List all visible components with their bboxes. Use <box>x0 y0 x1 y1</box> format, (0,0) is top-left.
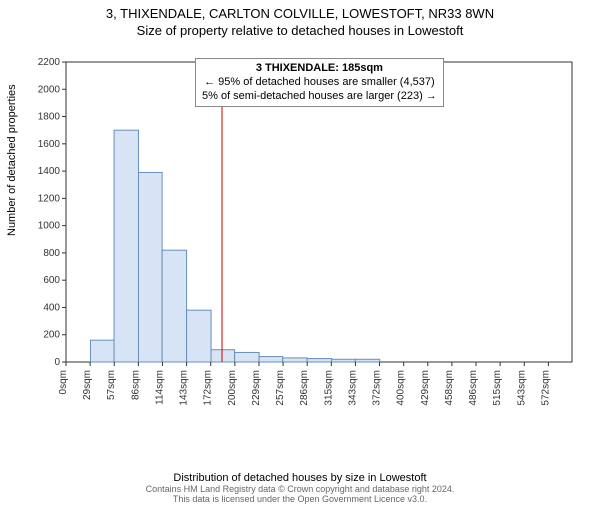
x-tick-label: 458sqm <box>444 370 455 406</box>
page-subtitle: Size of property relative to detached ho… <box>0 23 600 38</box>
histogram-bar <box>259 357 283 362</box>
x-tick-label: 572sqm <box>540 370 551 406</box>
x-tick-label: 543sqm <box>516 370 527 406</box>
x-tick-label: 429sqm <box>420 370 431 406</box>
x-tick-label: 343sqm <box>347 370 358 406</box>
svg-text:600: 600 <box>43 275 60 286</box>
x-tick-label: 143sqm <box>179 370 190 406</box>
histogram-bar <box>307 359 331 362</box>
x-tick-label: 315sqm <box>323 370 334 406</box>
x-tick-label: 286sqm <box>299 370 310 406</box>
histogram-bar <box>114 130 138 362</box>
histogram-bar <box>235 352 259 362</box>
histogram-bar <box>90 340 114 362</box>
x-tick-label: 257sqm <box>275 370 286 406</box>
x-tick-label: 200sqm <box>227 370 238 406</box>
annotation-line1: 3 THIXENDALE: 185sqm <box>256 62 383 74</box>
svg-text:400: 400 <box>43 302 60 313</box>
svg-text:2200: 2200 <box>38 57 61 68</box>
x-tick-label: 486sqm <box>468 370 479 406</box>
svg-text:2000: 2000 <box>38 84 61 95</box>
y-axis-label: Number of detached properties <box>6 84 18 236</box>
svg-text:1000: 1000 <box>38 221 61 232</box>
x-tick-label: 400sqm <box>396 370 407 406</box>
annotation-line2: ← 95% of detached houses are smaller (4,… <box>204 76 435 88</box>
histogram-bar <box>355 359 379 362</box>
x-tick-label: 57sqm <box>106 370 117 400</box>
x-tick-label: 229sqm <box>251 370 262 406</box>
x-tick-label: 86sqm <box>130 370 141 400</box>
page-title: 3, THIXENDALE, CARLTON COLVILLE, LOWESTO… <box>0 6 600 21</box>
svg-text:1800: 1800 <box>38 112 61 123</box>
x-tick-label: 372sqm <box>372 370 383 406</box>
x-tick-label: 172sqm <box>203 370 214 406</box>
x-axis-label: Distribution of detached houses by size … <box>0 472 600 484</box>
annotation-box: 3 THIXENDALE: 185sqm ← 95% of detached h… <box>195 58 444 107</box>
svg-text:1400: 1400 <box>38 166 61 177</box>
svg-text:1600: 1600 <box>38 139 61 150</box>
histogram-bar <box>283 358 307 362</box>
x-tick-label: 114sqm <box>154 370 165 405</box>
footer-credit: Contains HM Land Registry data © Crown c… <box>0 484 600 504</box>
x-tick-label: 29sqm <box>82 370 93 400</box>
annotation-line3: 5% of semi-detached houses are larger (2… <box>202 90 437 102</box>
histogram-bar <box>139 172 163 362</box>
histogram-bar <box>187 310 211 362</box>
histogram-bar <box>162 250 186 362</box>
histogram-bar <box>332 359 356 362</box>
histogram-chart: 0200400600800100012001400160018002000220… <box>60 54 580 424</box>
svg-text:1200: 1200 <box>38 193 61 204</box>
histogram-bar <box>211 350 235 362</box>
x-tick-label: 0sqm <box>58 370 69 394</box>
svg-text:0: 0 <box>54 357 60 368</box>
x-tick-label: 515sqm <box>492 370 503 406</box>
svg-text:200: 200 <box>43 330 60 341</box>
svg-text:800: 800 <box>43 248 60 259</box>
